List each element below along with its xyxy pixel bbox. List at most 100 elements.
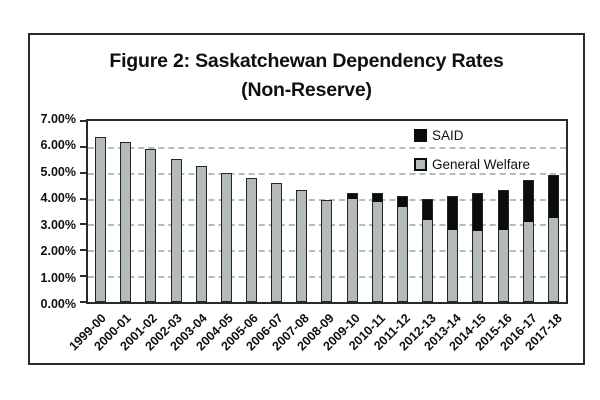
bar-segment-said xyxy=(397,197,407,208)
y-axis-label: 3.00% xyxy=(40,217,76,232)
bar-2003-04 xyxy=(195,166,207,302)
chart-frame: Figure 2: Saskatchewan Dependency Rates … xyxy=(28,33,585,365)
bar-2010-11 xyxy=(371,193,383,302)
bar-2013-14 xyxy=(447,196,459,302)
chart-title-line2: (Non-Reserve) xyxy=(241,79,372,101)
bar-2015-16 xyxy=(497,189,509,302)
bar-slot-2017-18 xyxy=(541,121,566,302)
bar-2008-09 xyxy=(321,199,333,302)
bar-2011-12 xyxy=(396,196,408,302)
bar-slot-2014-15 xyxy=(465,121,490,302)
bar-slot-2011-12 xyxy=(390,121,415,302)
bar-2001-02 xyxy=(145,149,157,302)
bar-segment-general-welfare xyxy=(297,191,306,301)
general-welfare-swatch-icon xyxy=(414,157,427,171)
bar-segment-general-welfare xyxy=(373,202,382,301)
bar-segment-general-welfare xyxy=(96,138,105,301)
gridline xyxy=(88,146,566,149)
bar-2012-13 xyxy=(422,198,434,302)
legend-item-said: SAID xyxy=(414,127,530,143)
y-axis-tick xyxy=(80,120,86,122)
bar-slot-2004-05 xyxy=(214,121,239,302)
bar-2004-05 xyxy=(220,172,232,302)
bar-2007-08 xyxy=(296,189,308,302)
legend: SAID General Welfare xyxy=(414,128,530,186)
legend-label-said: SAID xyxy=(432,127,464,143)
y-axis-tick xyxy=(80,249,86,252)
y-axis-tick xyxy=(80,145,86,148)
bar-2006-07 xyxy=(271,183,283,302)
bar-segment-general-welfare xyxy=(448,230,457,301)
bar-segment-general-welfare xyxy=(222,174,231,301)
y-axis-label: 2.00% xyxy=(40,244,76,259)
bar-segment-general-welfare xyxy=(348,199,357,301)
y-axis-label: 1.00% xyxy=(40,270,76,285)
bar-2009-10 xyxy=(346,193,358,302)
y-axis-tick xyxy=(80,275,86,278)
bar-segment-general-welfare xyxy=(197,167,206,301)
y-axis-label: 6.00% xyxy=(40,138,76,153)
bar-slot-1999-00 xyxy=(88,121,113,302)
bar-slot-2000-01 xyxy=(113,121,138,302)
bar-slot-2012-13 xyxy=(415,121,440,302)
y-axis-tick xyxy=(80,223,86,226)
bar-segment-general-welfare xyxy=(423,220,432,301)
bar-segment-general-welfare xyxy=(398,207,407,301)
legend-label-general-welfare: General Welfare xyxy=(432,156,531,172)
bar-slot-2009-10 xyxy=(340,121,365,302)
bar-slot-2007-08 xyxy=(289,121,314,302)
bars-container xyxy=(88,121,566,302)
y-axis-tick xyxy=(80,301,86,303)
bar-slot-2008-09 xyxy=(314,121,339,302)
bar-slot-2003-04 xyxy=(189,121,214,302)
bar-slot-2010-11 xyxy=(365,121,390,302)
bar-segment-general-welfare xyxy=(549,218,558,301)
bar-2014-15 xyxy=(472,193,484,302)
y-axis-tick xyxy=(80,171,86,174)
bar-slot-2002-03 xyxy=(163,121,188,302)
bar-segment-said xyxy=(448,197,458,230)
y-axis: 7.00% 6.00% 5.00% 4.00% 3.00% 2.00% 1.00% 0.00% xyxy=(30,112,80,311)
bar-segment-said xyxy=(523,181,533,223)
bar-segment-general-welfare xyxy=(473,231,482,301)
bar-segment-said xyxy=(423,199,433,220)
bar-2005-06 xyxy=(246,177,258,302)
bar-slot-2006-07 xyxy=(264,121,289,302)
bar-slot-2001-02 xyxy=(138,121,163,302)
legend-item-general-welfare: General Welfare xyxy=(414,156,531,172)
bar-1999-00 xyxy=(95,136,107,302)
bar-segment-general-welfare xyxy=(322,201,331,301)
bar-2016-17 xyxy=(522,180,534,302)
bar-segment-general-welfare xyxy=(272,184,281,301)
chart-title: Figure 2: Saskatchewan Dependency Rates … xyxy=(30,47,583,105)
bar-slot-2016-17 xyxy=(516,121,541,302)
bar-segment-general-welfare xyxy=(172,160,181,302)
bar-segment-general-welfare xyxy=(524,222,533,301)
bar-segment-said xyxy=(372,194,382,203)
bar-slot-2015-16 xyxy=(491,121,516,302)
bar-segment-general-welfare xyxy=(499,230,508,301)
bar-segment-general-welfare xyxy=(146,150,155,301)
bar-2002-03 xyxy=(170,158,182,302)
y-axis-tick xyxy=(80,197,86,200)
gridline xyxy=(88,198,566,201)
bar-slot-2005-06 xyxy=(239,121,264,302)
y-axis-label: 7.00% xyxy=(40,112,76,126)
bar-slot-2013-14 xyxy=(440,121,465,302)
bar-segment-said xyxy=(473,194,483,232)
y-axis-label: 5.00% xyxy=(40,164,76,179)
gridline xyxy=(88,172,566,175)
bar-2000-01 xyxy=(120,141,132,302)
chart-title-line1: Figure 2: Saskatchewan Dependency Rates xyxy=(109,50,504,72)
bar-segment-general-welfare xyxy=(121,143,130,301)
bar-segment-said xyxy=(347,194,357,200)
bar-segment-said xyxy=(498,190,508,230)
bar-2017-18 xyxy=(547,175,559,302)
y-axis-label: 0.00% xyxy=(40,297,76,311)
y-axis-label: 4.00% xyxy=(40,191,76,206)
bar-segment-said xyxy=(548,176,558,219)
plot-area: SAID General Welfare xyxy=(80,119,568,304)
x-axis: 1999-00 2000-01 2001-02 2002-03 2003-04 2004-… xyxy=(66,304,568,366)
said-swatch-icon xyxy=(414,128,427,142)
